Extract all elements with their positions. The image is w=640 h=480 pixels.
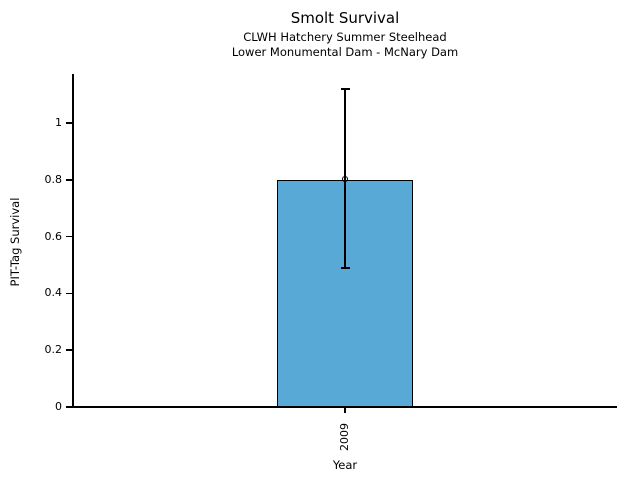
point-marker (341, 176, 348, 183)
chart-subtitle-line1: CLWH Hatchery Summer Steelhead (243, 30, 447, 44)
chart-title: Smolt Survival (290, 9, 400, 27)
x-axis-tick-label: 2009 (338, 423, 351, 451)
y-axis-tick-label: 0.8 (44, 172, 63, 186)
error-bar-cap-bottom (340, 267, 350, 269)
y-axis-tick-label: 0.6 (44, 229, 63, 243)
x-axis-line (66, 406, 617, 408)
y-axis-tick (66, 292, 73, 295)
y-axis-tick-label: 0.4 (44, 286, 63, 300)
x-axis-label: Year (332, 458, 358, 472)
chart-subtitle-line2: Lower Monumental Dam - McNary Dam (231, 45, 459, 59)
y-axis-tick (66, 122, 73, 124)
error-bar-cap-top (340, 88, 350, 90)
y-axis-tick-label: 0.2 (44, 343, 63, 357)
x-axis-tick (344, 407, 346, 413)
y-axis-tick (66, 179, 73, 181)
y-axis-tick (66, 349, 73, 351)
y-axis-tick (66, 406, 73, 408)
y-axis-tick (66, 235, 73, 238)
y-axis-tick-label: 0 (55, 400, 62, 413)
y-axis-line (72, 74, 74, 408)
y-axis-tick-label: 1 (55, 116, 62, 129)
